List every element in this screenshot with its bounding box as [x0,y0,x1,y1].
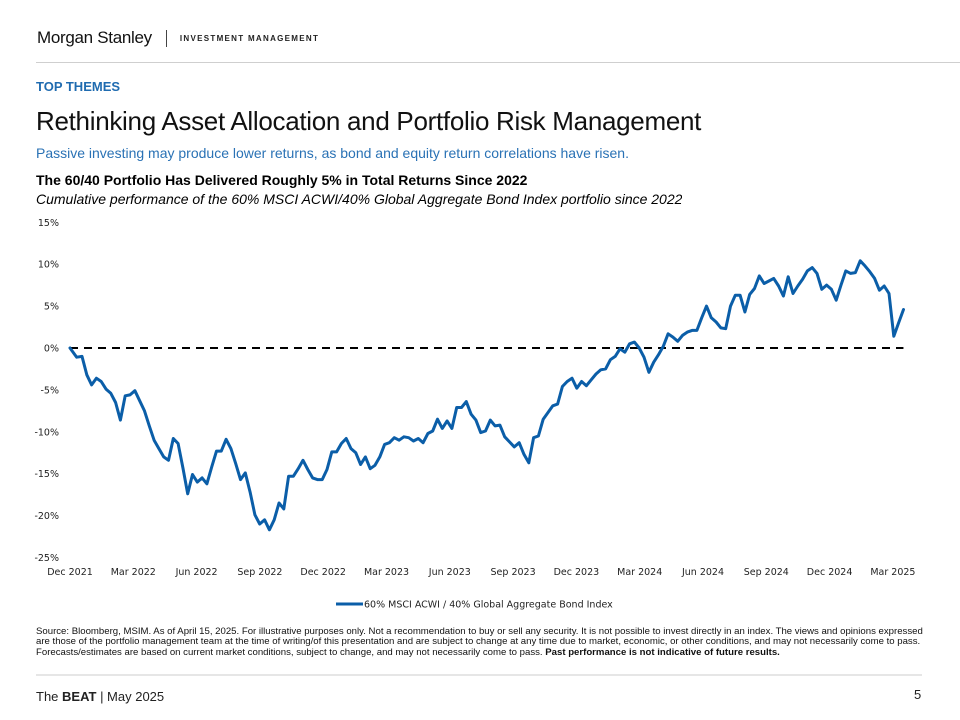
legend-label: 60% MSCI ACWI / 40% Global Aggregate Bon… [364,600,613,611]
chart-subtitle: Cumulative performance of the 60% MSCI A… [36,191,683,207]
x-tick-label: Dec 2023 [554,567,600,578]
footer-divider [36,674,922,676]
y-tick-label: -10% [34,427,59,438]
header-divider [36,62,960,63]
y-tick-label: 5% [44,302,59,313]
x-tick-label: Jun 2022 [175,567,218,578]
section-eyebrow: TOP THEMES [36,79,121,94]
x-tick-label: Sep 2022 [237,567,282,578]
x-tick-label: Mar 2025 [870,567,915,578]
y-tick-label: -5% [41,385,60,396]
x-axis-ticks: Dec 2021 Mar 2022 Jun 2022 Sep 2022 Dec 2022… [47,567,915,578]
chart-title: The 60/40 Portfolio Has Delivered Roughl… [36,172,528,188]
source-disclaimer-bold: Past performance is not indicative of fu… [545,646,780,658]
footer-date: | May 2025 [96,689,165,704]
brand-division: INVESTMENT MANAGEMENT [179,33,320,43]
x-tick-label: Dec 2022 [300,567,346,578]
x-tick-label: Jun 2023 [428,567,471,578]
y-tick-label: 10% [38,260,59,271]
x-tick-label: Mar 2022 [111,567,156,578]
page-number: 5 [914,687,922,702]
source-note: Source: Bloomberg, MSIM. As of April 15,… [36,626,926,658]
x-tick-label: Mar 2024 [617,567,662,578]
line-chart: 15% 10% 5% 0% -5% -10% -15% -20% -25% Dec 2021 Ma… [34,218,915,611]
brand-header: Morgan Stanley INVESTMENT MANAGEMENT [37,28,319,48]
y-tick-label: 15% [38,218,59,229]
chart-legend: 60% MSCI ACWI / 40% Global Aggregate Bon… [336,600,613,611]
x-tick-label: Mar 2023 [364,567,409,578]
brand-logo: Morgan Stanley [37,28,152,47]
footer-publication: The BEAT | May 2025 [36,689,164,704]
y-tick-label: -15% [34,469,59,480]
y-tick-label: -25% [34,553,59,564]
footer-prefix: The [36,689,63,704]
x-tick-label: Sep 2024 [744,567,789,578]
x-tick-label: Sep 2023 [491,567,536,578]
x-tick-label: Jun 2024 [681,567,724,578]
page-title: Rethinking Asset Allocation and Portfoli… [36,106,702,136]
series-line-60-40-portfolio [68,259,905,532]
y-tick-label: -20% [34,511,59,522]
x-tick-label: Dec 2024 [807,567,853,578]
brand-divider [165,29,167,47]
page-subtitle: Passive investing may produce lower retu… [36,145,629,161]
y-axis-ticks: 15% 10% 5% 0% -5% -10% -15% -20% -25% [34,218,59,564]
x-tick-label: Dec 2021 [47,567,93,578]
footer-publication-name: BEAT [62,689,97,704]
source-text: Source: Bloomberg, MSIM. As of April 15,… [36,626,923,658]
y-tick-label: 0% [44,344,59,355]
